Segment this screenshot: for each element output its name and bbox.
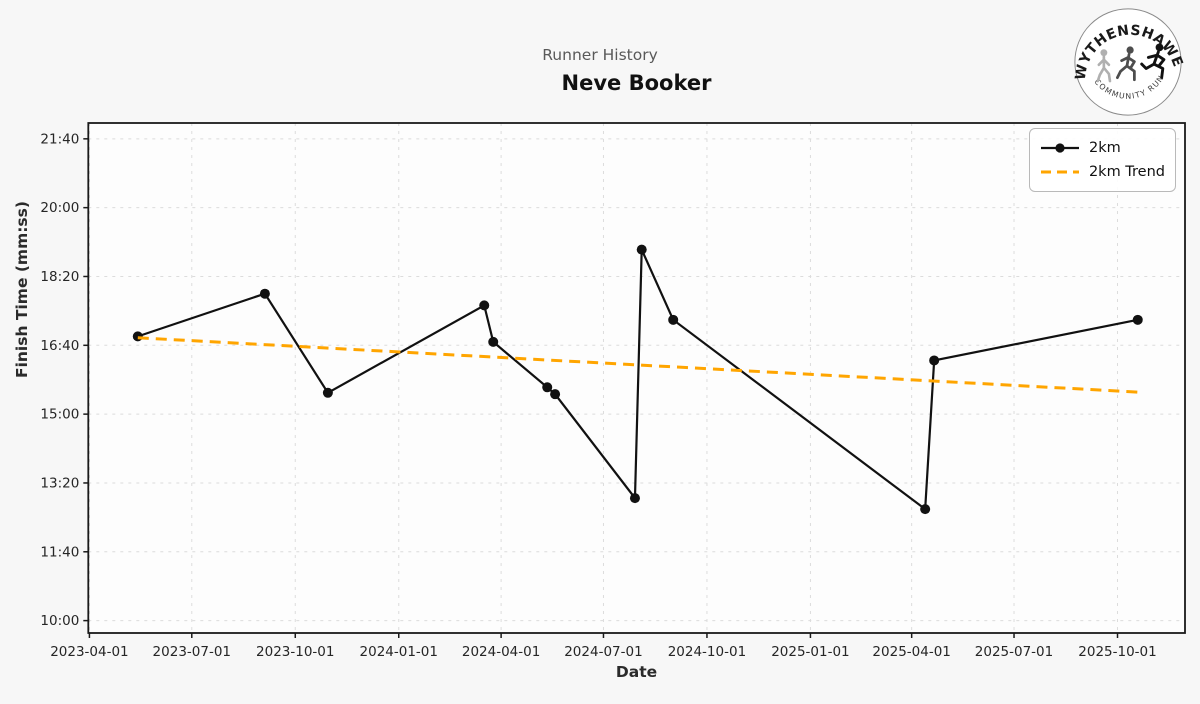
data-point-marker (322, 387, 333, 398)
club-logo: WYTHENSHAWE COMMUNITY RUN (1072, 8, 1184, 116)
data-point-marker (1132, 314, 1143, 325)
y-tick-label: 13:20 (40, 475, 79, 491)
legend-sample-line-icon (1041, 143, 1079, 153)
legend-item-2km: 2km (1039, 136, 1165, 160)
y-tick-label: 10:00 (40, 613, 79, 629)
y-tick-label: 21:40 (40, 131, 79, 147)
x-tick-label: 2024-07-01 (564, 644, 642, 660)
runner-icon-middle (1115, 46, 1136, 82)
y-tick-label: 15:00 (40, 407, 79, 423)
legend: 2km 2km Trend (1029, 128, 1176, 192)
runner-icon-right (1140, 43, 1166, 79)
x-tick-label: 2023-10-01 (256, 644, 334, 660)
x-tick-label: 2023-04-01 (50, 644, 128, 660)
trend-line (137, 336, 1138, 394)
x-tick-label: 2025-01-01 (771, 644, 849, 660)
chart-suptitle: Runner History (542, 46, 658, 64)
x-axis-label: Date (615, 663, 658, 681)
y-tick-label: 20:00 (40, 200, 79, 216)
data-point-marker (132, 331, 143, 342)
data-point-marker (920, 504, 931, 515)
x-tick-label: 2024-10-01 (668, 644, 746, 660)
y-tick-label: 16:40 (40, 338, 79, 354)
runner-icon-left (1096, 49, 1112, 83)
x-tick-label: 2024-01-01 (360, 644, 438, 660)
y-tick-label: 11:40 (40, 544, 79, 560)
x-tick-label: 2025-07-01 (975, 644, 1053, 660)
data-point-marker (636, 244, 647, 255)
data-point-marker (929, 355, 940, 366)
data-point-marker (629, 493, 640, 504)
data-point-marker (668, 314, 679, 325)
legend-label-2km-trend: 2km Trend (1088, 164, 1165, 180)
plot-border (87, 122, 1186, 634)
data-point-marker (550, 389, 561, 400)
chart-title: Neve Booker (561, 71, 712, 95)
data-point-marker (259, 288, 270, 299)
legend-item-2km-trend: 2km Trend (1039, 160, 1165, 184)
plot-background (88, 123, 1185, 633)
x-tick-label: 2025-04-01 (872, 644, 950, 660)
data-point-marker (479, 300, 490, 311)
data-point-marker (542, 382, 553, 393)
legend-label-2km: 2km (1089, 140, 1121, 156)
data-point-marker (488, 336, 499, 347)
y-tick-label: 18:20 (40, 269, 79, 285)
x-tick-label: 2025-10-01 (1078, 644, 1156, 660)
x-tick-label: 2024-04-01 (462, 644, 540, 660)
x-tick-label: 2023-07-01 (153, 644, 231, 660)
legend-sample-dash-icon (1041, 170, 1079, 174)
